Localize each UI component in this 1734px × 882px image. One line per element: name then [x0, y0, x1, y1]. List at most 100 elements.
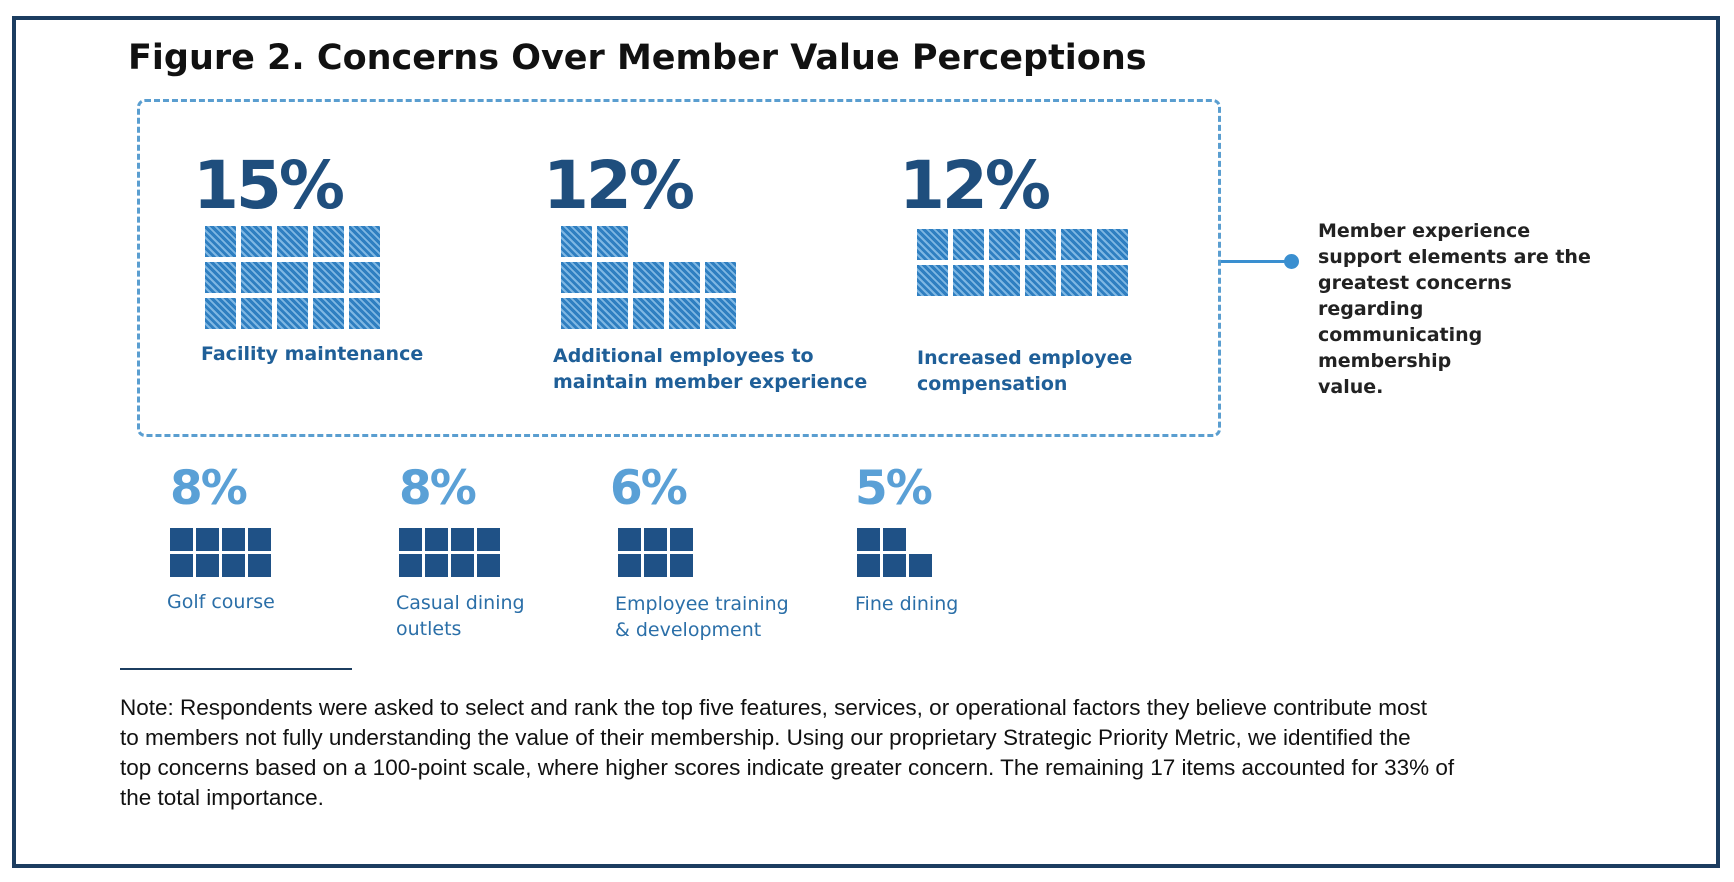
label-line: Increased employee: [917, 347, 1133, 369]
callout-line: Member experience: [1318, 220, 1531, 242]
waffle-square: [277, 298, 308, 329]
category-label-facility-maintenance: Facility maintenance: [201, 341, 423, 367]
waffle-square: [670, 554, 693, 577]
waffle-facility-maintenance: [205, 226, 380, 329]
waffle-square: [451, 528, 474, 551]
label-line: Fine dining: [855, 593, 959, 615]
category-label-additional-employees: Additional employees to maintain member …: [553, 343, 867, 395]
label-line: compensation: [917, 373, 1068, 395]
waffle-square: [313, 226, 344, 257]
waffle-square: [561, 226, 592, 257]
label-line: Casual dining: [396, 592, 525, 614]
waffle-square: [705, 262, 736, 293]
waffle-square: [222, 528, 245, 551]
waffle-square: [170, 528, 193, 551]
waffle-square: [205, 226, 236, 257]
category-label-casual-dining: Casual dining outlets: [396, 590, 525, 642]
waffle-square: [241, 262, 272, 293]
callout-connector-line: [1221, 260, 1291, 263]
callout-line: communicating membership: [1318, 324, 1483, 372]
waffle-square: [618, 528, 641, 551]
waffle-square: [170, 554, 193, 577]
waffle-square: [277, 226, 308, 257]
category-label-fine-dining: Fine dining: [855, 591, 958, 617]
waffle-square: [349, 298, 380, 329]
note-line: top concerns based on a 100-point scale,…: [120, 755, 1455, 780]
waffle-square: [561, 262, 592, 293]
value-label-fine-dining: 5%: [855, 461, 933, 516]
note-line: the total importance.: [120, 785, 324, 810]
waffle-square: [857, 528, 880, 551]
waffle-square: [248, 554, 271, 577]
waffle-employee-compensation: [917, 229, 1128, 296]
waffle-square: [633, 262, 664, 293]
waffle-square: [561, 298, 592, 329]
waffle-casual-dining: [399, 528, 500, 577]
waffle-square: [705, 298, 736, 329]
waffle-square: [917, 265, 948, 296]
waffle-square: [349, 226, 380, 257]
waffle-square: [644, 528, 667, 551]
label-line: Facility maintenance: [201, 343, 424, 365]
label-line: Golf course: [167, 591, 275, 613]
value-label-additional-employees: 12%: [543, 147, 695, 224]
note-line: to members not fully understanding the v…: [120, 725, 1411, 750]
waffle-square: [241, 298, 272, 329]
waffle-additional-employees: [561, 226, 736, 329]
waffle-square: [669, 298, 700, 329]
value-label-facility-maintenance: 15%: [193, 147, 345, 224]
waffle-square: [196, 528, 219, 551]
waffle-square: [1025, 229, 1056, 260]
waffle-square: [909, 554, 932, 577]
waffle-golf-course: [170, 528, 271, 577]
label-line: Employee training: [615, 593, 789, 615]
figure-title: Figure 2. Concerns Over Member Value Per…: [128, 38, 1147, 78]
waffle-square: [883, 528, 906, 551]
waffle-square: [477, 528, 500, 551]
waffle-square: [1097, 229, 1128, 260]
waffle-square: [349, 262, 380, 293]
waffle-square: [399, 528, 422, 551]
waffle-square: [425, 554, 448, 577]
waffle-square: [451, 554, 474, 577]
waffle-square: [953, 229, 984, 260]
waffle-square: [399, 554, 422, 577]
waffle-square: [205, 298, 236, 329]
waffle-square: [644, 554, 667, 577]
value-label-employee-compensation: 12%: [899, 147, 1051, 224]
callout-line: greatest concerns regarding: [1318, 272, 1512, 320]
waffle-square: [1025, 265, 1056, 296]
callout-line: value.: [1318, 376, 1384, 398]
waffle-square: [597, 226, 628, 257]
waffle-square: [205, 262, 236, 293]
waffle-employee-training: [618, 528, 693, 577]
waffle-square: [989, 229, 1020, 260]
callout-text: Member experience support elements are t…: [1318, 218, 1618, 400]
waffle-fine-dining: [857, 528, 932, 577]
footnote-note: Note: Respondents were asked to select a…: [120, 693, 1640, 813]
waffle-square: [248, 528, 271, 551]
waffle-square: [597, 262, 628, 293]
waffle-square: [989, 265, 1020, 296]
waffle-square: [857, 554, 880, 577]
value-label-golf-course: 8%: [170, 461, 248, 516]
waffle-square: [917, 229, 948, 260]
value-label-employee-training: 6%: [610, 461, 688, 516]
waffle-square: [425, 528, 448, 551]
category-label-golf-course: Golf course: [167, 589, 275, 615]
waffle-square: [597, 298, 628, 329]
waffle-square: [196, 554, 219, 577]
label-line: Additional employees to: [553, 345, 814, 367]
figure-frame: [12, 16, 1720, 868]
label-line: maintain member experience: [553, 371, 868, 393]
waffle-square: [1061, 265, 1092, 296]
waffle-square: [1097, 265, 1128, 296]
waffle-square: [633, 298, 664, 329]
category-label-employee-compensation: Increased employee compensation: [917, 345, 1132, 397]
label-line: outlets: [396, 618, 462, 640]
waffle-square: [1061, 229, 1092, 260]
waffle-square: [313, 262, 344, 293]
category-label-employee-training: Employee training & development: [615, 591, 789, 643]
label-line: & development: [615, 619, 762, 641]
waffle-square: [953, 265, 984, 296]
